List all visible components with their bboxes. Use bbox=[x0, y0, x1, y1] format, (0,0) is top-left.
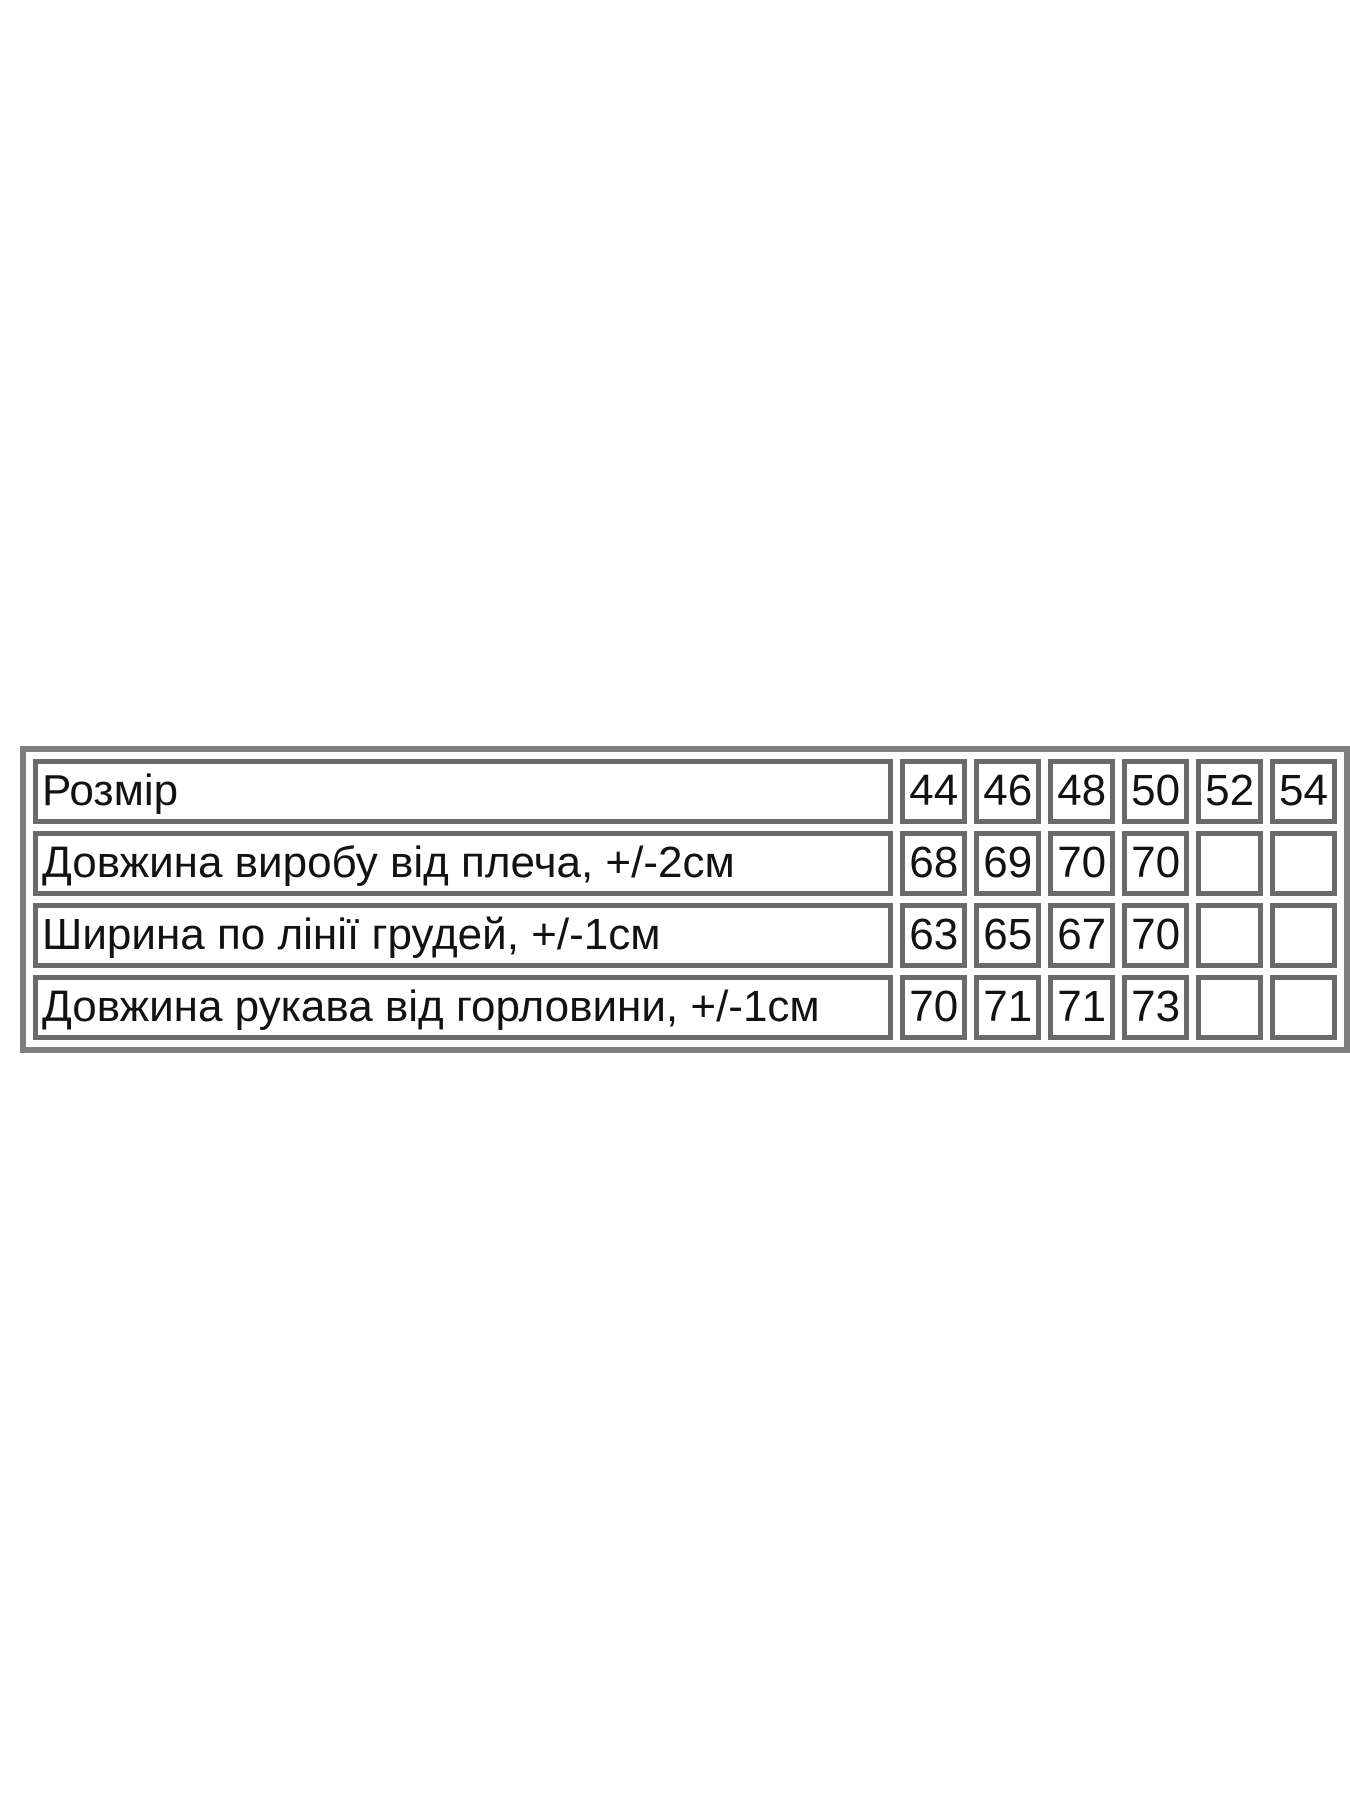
header-size-50: 50 bbox=[1122, 759, 1190, 824]
value-length-52 bbox=[1196, 831, 1264, 896]
size-chart-body: Розмір 44 46 48 50 52 54 Довжина виробу … bbox=[33, 759, 1337, 1040]
row-label-chest-width: Ширина по лінії грудей, +/-1см bbox=[33, 903, 894, 968]
header-label-cell: Розмір bbox=[33, 759, 894, 824]
value-chest-44: 63 bbox=[900, 903, 968, 968]
table-row-length: Довжина виробу від плеча, +/-2см 68 69 7… bbox=[33, 831, 1337, 896]
value-length-54 bbox=[1270, 831, 1337, 896]
row-label-sleeve: Довжина рукава від горловини, +/-1см bbox=[33, 975, 894, 1040]
value-chest-52 bbox=[1196, 903, 1264, 968]
header-size-48: 48 bbox=[1048, 759, 1116, 824]
value-length-44: 68 bbox=[900, 831, 968, 896]
header-size-44: 44 bbox=[900, 759, 968, 824]
size-chart-table: Розмір 44 46 48 50 52 54 Довжина виробу … bbox=[20, 746, 1350, 1053]
value-length-48: 70 bbox=[1048, 831, 1116, 896]
header-size-46: 46 bbox=[974, 759, 1042, 824]
header-size-52: 52 bbox=[1196, 759, 1264, 824]
value-sleeve-44: 70 bbox=[900, 975, 968, 1040]
table-row-sleeve: Довжина рукава від горловини, +/-1см 70 … bbox=[33, 975, 1337, 1040]
value-chest-46: 65 bbox=[974, 903, 1042, 968]
row-label-length: Довжина виробу від плеча, +/-2см bbox=[33, 831, 894, 896]
value-sleeve-54 bbox=[1270, 975, 1337, 1040]
value-sleeve-52 bbox=[1196, 975, 1264, 1040]
value-length-46: 69 bbox=[974, 831, 1042, 896]
value-chest-48: 67 bbox=[1048, 903, 1116, 968]
value-sleeve-46: 71 bbox=[974, 975, 1042, 1040]
header-size-54: 54 bbox=[1270, 759, 1337, 824]
value-length-50: 70 bbox=[1122, 831, 1190, 896]
table-row-header: Розмір 44 46 48 50 52 54 bbox=[33, 759, 1337, 824]
value-sleeve-48: 71 bbox=[1048, 975, 1116, 1040]
value-chest-50: 70 bbox=[1122, 903, 1190, 968]
value-chest-54 bbox=[1270, 903, 1337, 968]
value-sleeve-50: 73 bbox=[1122, 975, 1190, 1040]
table-row-chest-width: Ширина по лінії грудей, +/-1см 63 65 67 … bbox=[33, 903, 1337, 968]
